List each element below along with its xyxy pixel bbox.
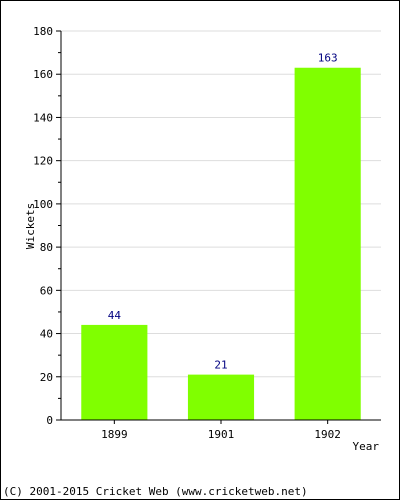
- data-labels: 44 21 163: [108, 52, 338, 372]
- y-tick-label: 60: [40, 284, 53, 297]
- data-label-1902: 163: [318, 52, 338, 65]
- y-axis-label: Wickets: [24, 203, 37, 249]
- bar-1899: [81, 324, 148, 420]
- x-tick-label: 1901: [208, 428, 235, 441]
- y-tick-label: 120: [33, 155, 53, 168]
- y-tick-label: 160: [33, 68, 53, 81]
- y-tick-label: 80: [40, 241, 53, 254]
- data-label-1899: 44: [108, 309, 122, 322]
- bar-1901: [187, 374, 255, 420]
- y-tick-label: 0: [46, 414, 53, 427]
- y-tick-label: 140: [33, 111, 53, 124]
- bars: [81, 67, 361, 420]
- bar-1902: [294, 67, 361, 420]
- y-tick-label: 20: [40, 371, 53, 384]
- data-label-1901: 21: [214, 359, 227, 372]
- footer-copyright: (C) 2001-2015 Cricket Web (www.cricketwe…: [3, 485, 308, 498]
- x-tick-label: 1899: [101, 428, 128, 441]
- y-tick-labels: 0 20 40 60 80 100 120 140 160 180: [33, 25, 53, 427]
- y-tick-label: 180: [33, 25, 53, 38]
- x-tick-labels: 1899 1901 1902: [101, 428, 341, 441]
- x-axis-label: Year: [353, 440, 380, 453]
- y-tick-label: 40: [40, 328, 53, 341]
- y-tick-label: 100: [33, 198, 53, 211]
- x-tick-label: 1902: [314, 428, 341, 441]
- axes: [56, 30, 381, 424]
